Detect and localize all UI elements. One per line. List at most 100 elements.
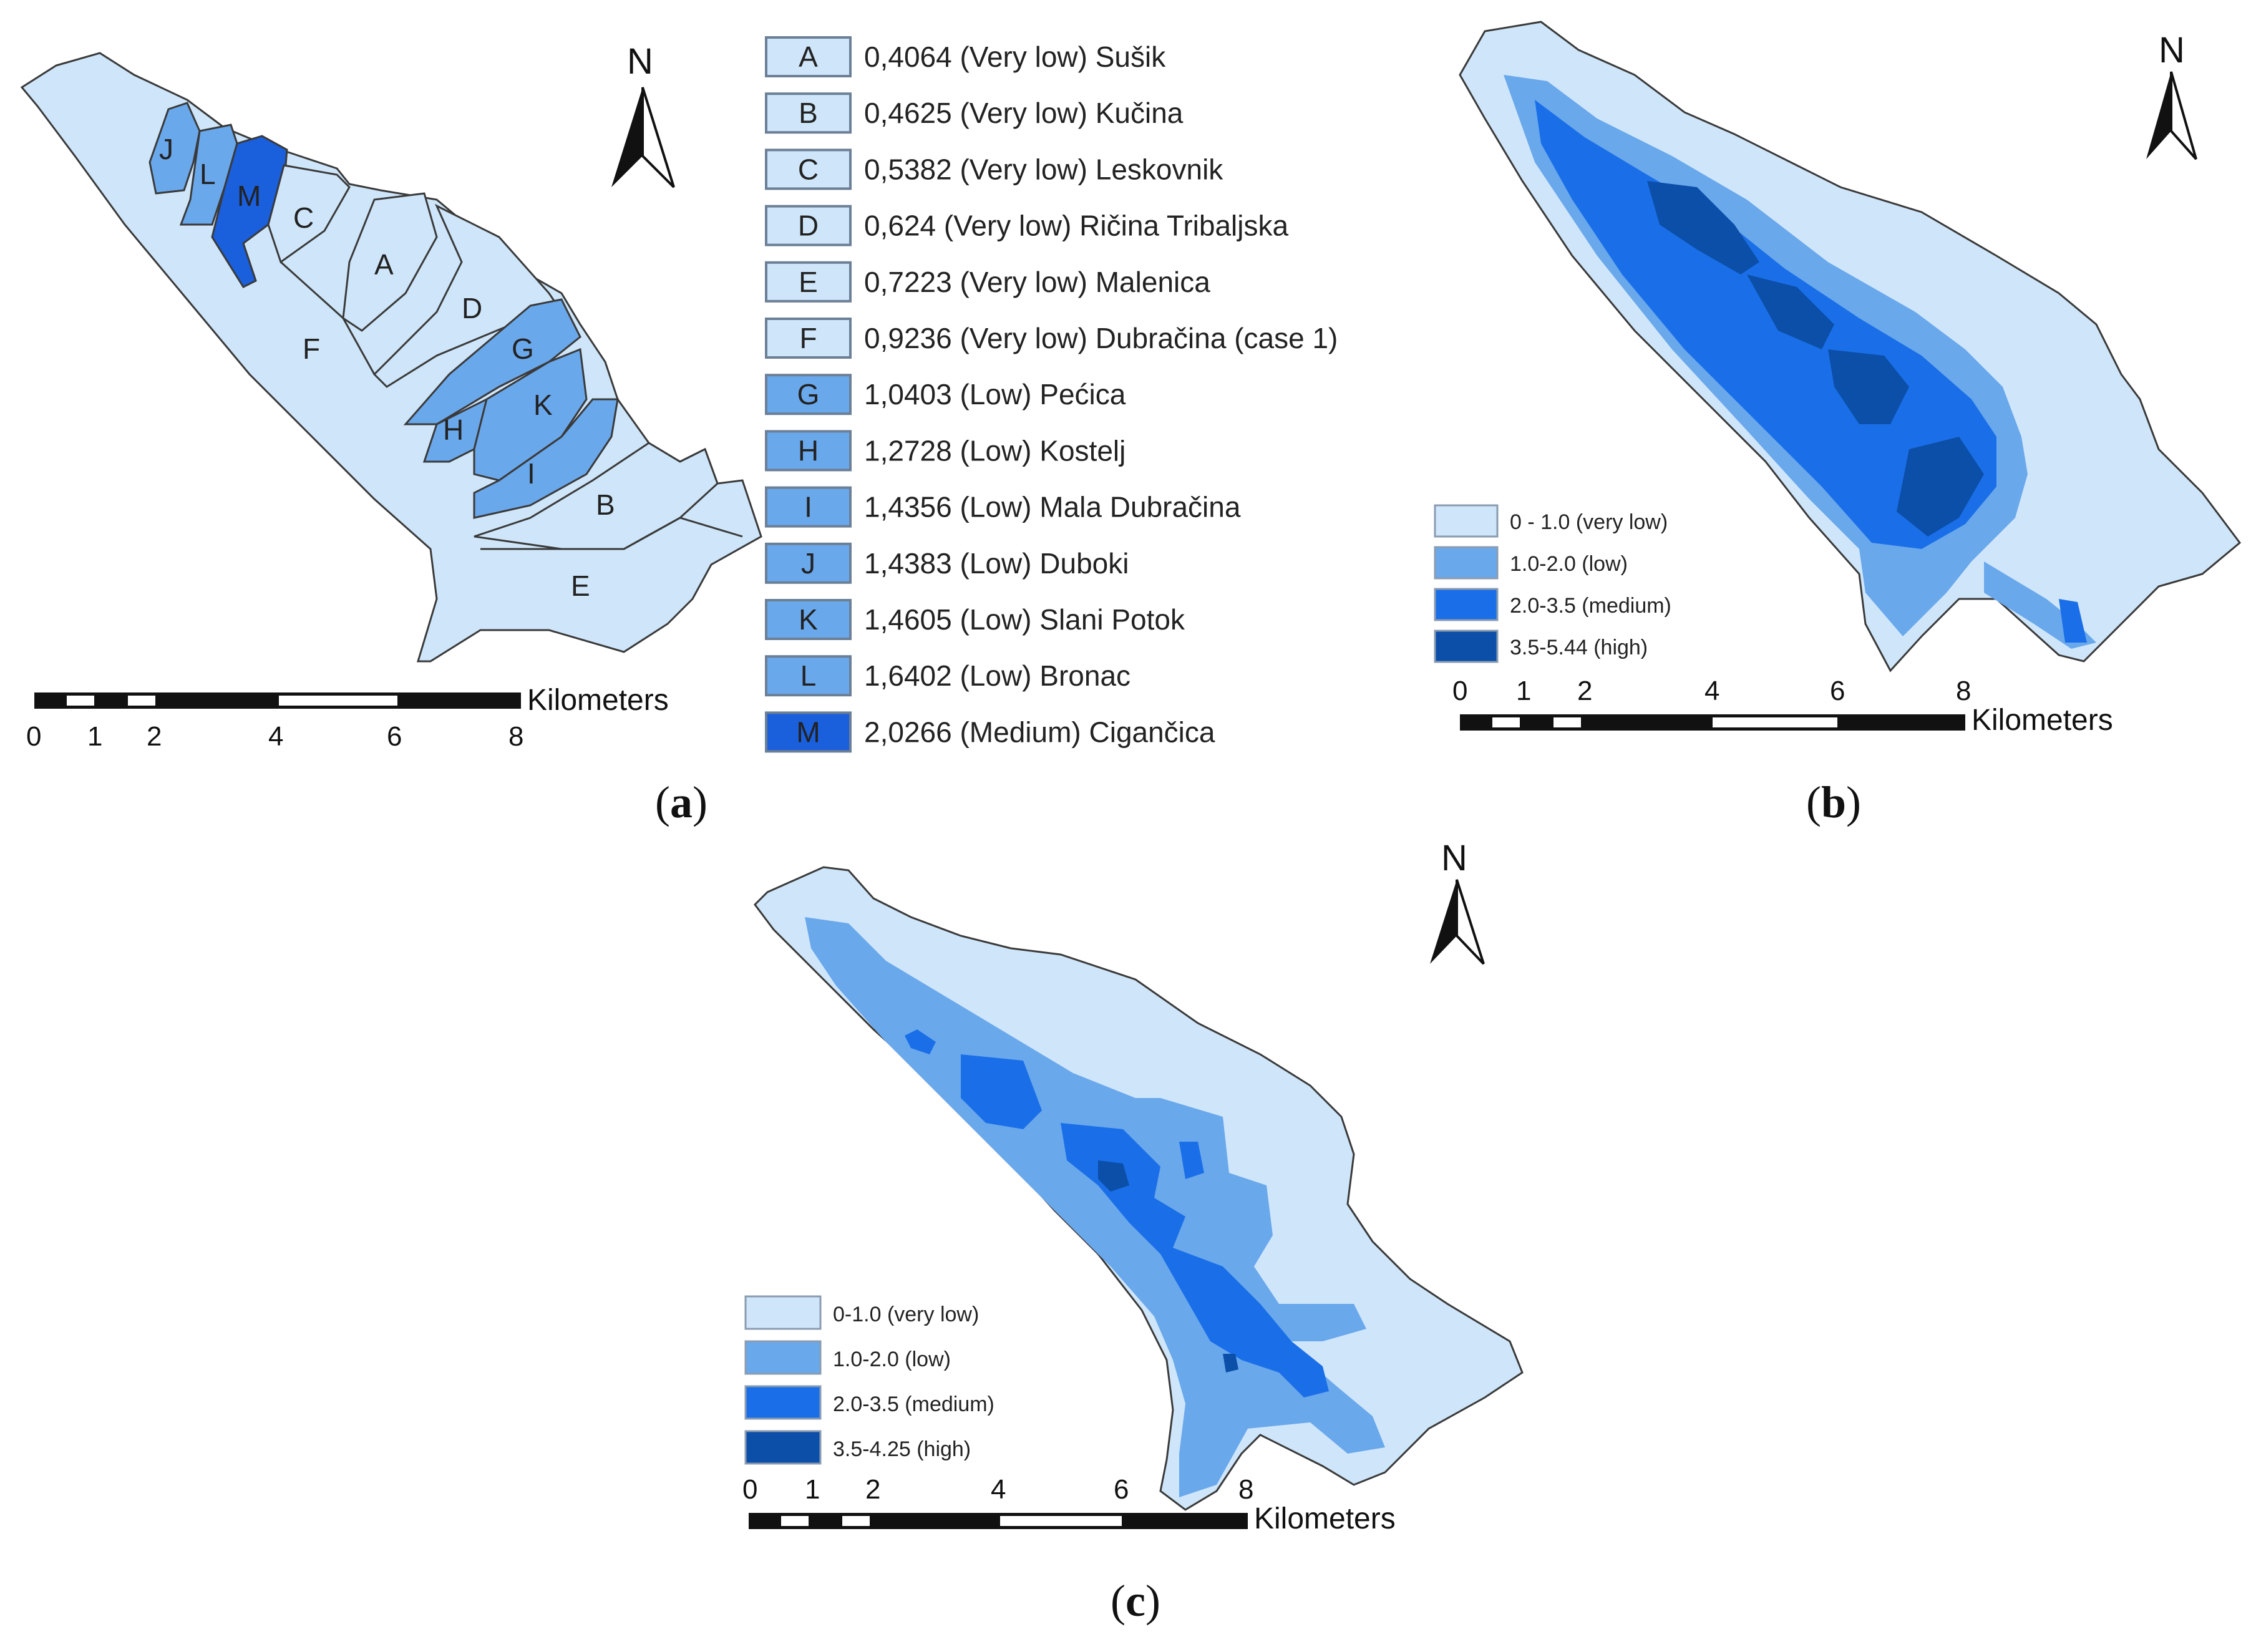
- legend-a-code: A: [799, 41, 818, 73]
- scale-tick-b-5: 8: [1956, 676, 1971, 706]
- legend-a-code: B: [799, 97, 818, 129]
- subbasin-D: [372, 203, 563, 388]
- legend-c-text: 1.0-2.0 (low): [833, 1348, 951, 1371]
- scale-tick-b-4: 6: [1830, 676, 1845, 706]
- legend-b-text: 3.5-5.44 (high): [1510, 636, 1648, 659]
- legend-a-code: E: [799, 266, 818, 298]
- scale-tick-a-1: 1: [87, 721, 102, 752]
- legend-a-text: 1,0403 (Low) Pećica: [864, 378, 1126, 411]
- legend-b-swatch: [1434, 629, 1499, 663]
- legend-a-code: I: [804, 491, 812, 523]
- legend-b-swatch: [1434, 504, 1499, 538]
- legend-a-text: 2,0266 (Medium) Cigančica: [864, 716, 1215, 748]
- scale-unit-a: Kilometers: [527, 684, 669, 717]
- zone-high-b-4: [1897, 437, 1984, 537]
- subbasin-I: [473, 398, 619, 519]
- scale-bar-a: Kilometers 0 1 2 4 6 8: [26, 684, 669, 752]
- north-label-b: N: [2159, 30, 2185, 70]
- zone-medium-b-tail: [2059, 599, 2087, 643]
- legend-c-text: 0-1.0 (very low): [833, 1303, 979, 1326]
- legend-c: 0-1.0 (very low) 1.0-2.0 (low) 2.0-3.5 (me…: [744, 1295, 994, 1465]
- legend-a-text: 0,624 (Very low) Ričina Tribaljska: [864, 210, 1288, 242]
- caption-a: (a): [655, 777, 707, 827]
- subbasin-E-divide: [480, 517, 743, 550]
- panel-c: N 0-1.0 (very low) 1.0-2.0 (low) 2.0-3.5 (…: [742, 838, 1524, 1626]
- region-label-F: F: [303, 333, 320, 365]
- scale-tick-a-4: 6: [387, 721, 402, 752]
- scale-tick-c-4: 6: [1114, 1474, 1129, 1505]
- legend-a-swatch: [765, 430, 852, 472]
- subbasin-L: [179, 124, 238, 226]
- legend-a-swatch: [765, 486, 852, 528]
- legend-a-code: L: [800, 659, 817, 692]
- legend-c-swatch: [744, 1430, 822, 1465]
- legend-a-swatch: [765, 374, 852, 415]
- north-arrow-a: N: [611, 41, 675, 188]
- region-label-E: E: [571, 570, 590, 602]
- subbasin-A: [342, 192, 438, 332]
- legend-b: 0 - 1.0 (very low) 1.0-2.0 (low) 2.0-3.5 (…: [1434, 504, 1671, 663]
- legend-a-code: D: [798, 210, 819, 242]
- legend-a-swatch: [765, 318, 852, 359]
- legend-a-code: J: [801, 547, 815, 580]
- subbasin-F-divide: [280, 261, 376, 375]
- scale-tick-b-0: 0: [1452, 676, 1467, 706]
- legend-a-code: M: [796, 716, 820, 748]
- legend-a-code: G: [797, 378, 820, 411]
- legend-a-code: K: [799, 603, 818, 636]
- legend-a-code: F: [799, 322, 817, 354]
- legend-c-swatch: [744, 1340, 822, 1375]
- legend-a-text: 0,9236 (Very low) Dubračina (case 1): [864, 322, 1338, 354]
- legend-a-code: C: [798, 153, 819, 185]
- zone-high-b-2: [1747, 275, 1834, 349]
- region-label-L: L: [200, 158, 216, 190]
- region-label-C: C: [293, 202, 314, 234]
- scale-unit-c: Kilometers: [1254, 1502, 1396, 1535]
- subbasin-M: [211, 135, 288, 288]
- subbasin-C: [267, 164, 351, 264]
- legend-a-text: 1,2728 (Low) Kostelj: [864, 434, 1126, 467]
- zone-high-c-2: [1223, 1354, 1238, 1373]
- legend-a-swatch: [765, 36, 852, 77]
- panel-b: N 0 - 1.0 (very low) 1.0-2.0 (low) 2.0-3.5…: [1434, 21, 2242, 827]
- caption-c: (c): [1111, 1576, 1160, 1626]
- zone-high-b-3: [1828, 349, 1909, 424]
- scale-bar-b: Kilometers 0 1 2 4 6 8: [1452, 676, 2113, 737]
- region-label-I: I: [527, 457, 535, 490]
- zone-medium-c-1: [905, 1029, 936, 1054]
- zone-medium-c-2: [961, 1054, 1042, 1129]
- panel-a: J L M C A D F G H K I B E N Kilometers 0…: [20, 36, 1338, 827]
- scale-tick-c-0: 0: [742, 1474, 757, 1505]
- scale-tick-c-2: 2: [865, 1474, 880, 1505]
- legend-a-swatch: [765, 711, 852, 753]
- region-label-D: D: [462, 292, 482, 324]
- legend-a-swatch: [765, 542, 852, 584]
- zone-medium-c-3: [1061, 1123, 1329, 1397]
- region-label-A: A: [374, 248, 394, 281]
- legend-c-text: 3.5-4.25 (high): [833, 1437, 971, 1461]
- north-arrow-icon-c: [1430, 880, 1457, 964]
- zone-high-b-1: [1647, 181, 1759, 275]
- legend-a-code: H: [798, 434, 819, 467]
- legend-a-text: 0,7223 (Very low) Malenica: [864, 266, 1210, 298]
- subbasin-J: [148, 102, 201, 195]
- legend-b-swatch: [1434, 588, 1499, 621]
- legend-c-text: 2.0-3.5 (medium): [833, 1392, 994, 1416]
- legend-a-swatch: [765, 148, 852, 190]
- region-label-B: B: [596, 488, 615, 521]
- legend-a-text: 0,5382 (Very low) Leskovnik: [864, 153, 1223, 185]
- north-arrow-icon-b: [2146, 72, 2171, 159]
- north-label-c: N: [1441, 838, 1467, 878]
- legend-a-text: 1,4383 (Low) Duboki: [864, 547, 1129, 580]
- legend-a-text: 0,4064 (Very low) Sušik: [864, 41, 1166, 73]
- legend-a-swatch: [765, 599, 852, 640]
- scale-unit-b: Kilometers: [1972, 704, 2113, 737]
- north-arrow-icon-a: [611, 87, 643, 187]
- scale-tick-c-3: 4: [991, 1474, 1006, 1505]
- legend-c-swatch: [744, 1385, 822, 1420]
- legend-a-swatch: [765, 655, 852, 697]
- zone-medium-c-4: [1179, 1142, 1204, 1179]
- scale-tick-b-2: 2: [1577, 676, 1592, 706]
- region-label-J: J: [159, 133, 173, 165]
- region-label-M: M: [237, 180, 261, 212]
